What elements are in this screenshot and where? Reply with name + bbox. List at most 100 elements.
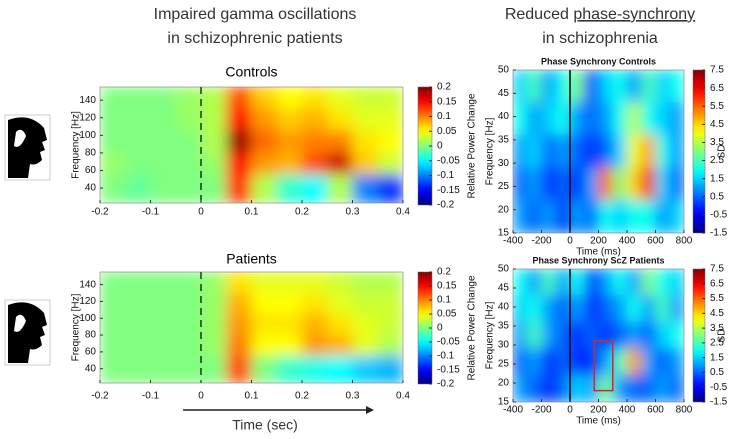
heatmap-cell [100,152,126,176]
heatmap-cell [655,269,671,297]
x-tick-label: 600 [647,236,664,247]
heatmap-cell [541,321,557,350]
heatmap-cell [201,272,227,294]
heatmap-cell [555,70,571,104]
heatmap-cell [641,70,656,104]
heatmap-cell [125,272,151,294]
heatmap-cell [527,199,542,233]
heatmap-cell [541,134,557,169]
colorbar-tick-label: -0.2 [437,379,455,390]
colorbar-tick-label: 0 [437,323,443,334]
heatmap-cell [655,295,671,323]
colorbar-tick-label: 5.5 [710,101,724,112]
heatmap-cell [527,374,542,402]
heatmap-cell [100,130,126,154]
heatmap-cell [612,348,628,376]
x-tick-label: -0.1 [142,207,160,218]
heatmap-cell [100,355,126,383]
colorbar-label: SD [717,329,728,343]
heatmap-cell [555,321,571,350]
heatmap-cell [276,334,303,357]
heatmap-cell [201,108,227,132]
y-tick-label: 50 [498,65,510,76]
heatmap-cell [612,70,628,104]
y-tick-label: 120 [79,112,96,123]
heatmap-cell [669,70,684,104]
colorbar [692,69,706,234]
x-tick-label: 200 [590,405,607,416]
colorbar-tick-label: 7.5 [710,65,724,76]
heatmap-cell [352,152,379,176]
colorbar-label: Relative Power Change [467,275,478,380]
colorbar-tick-label: -0.2 [437,200,455,211]
heatmap-cell [598,321,614,350]
colorbar-tick-label: 5.5 [710,293,724,304]
heatmap-cell [513,102,528,136]
heatmap-cell [100,87,126,110]
heatmap-cell [655,199,671,233]
heatmap-cell [251,87,278,110]
heatmap-cell [669,374,684,402]
heatmap-cell [327,174,353,203]
heatmap-cells [513,70,684,233]
y-tick-label: 40 [85,363,97,374]
colorbar-tick-label: 0.5 [710,191,724,202]
heatmap-cell [175,174,202,203]
heatmap-cell [302,292,328,315]
x-tick-label: 0 [567,405,573,416]
heatmap-cell [598,199,614,233]
heatmap-cell [100,334,126,357]
heatmap-cell [570,134,585,169]
heatmap-cell [276,108,303,132]
heatmap-cell [570,102,585,136]
heatmap-cell [541,102,557,136]
y-tick-label: 25 [498,181,510,192]
colorbar-tick-label: 2.5 [710,338,724,349]
heatmap-cell [377,334,403,357]
heatmap-cell [669,134,684,169]
heatmap-cell [352,334,379,357]
heatmap-cell [570,269,585,297]
heatmap-cell [276,87,303,110]
heatmap-cell [655,348,671,376]
heatmap-cell [570,348,585,376]
heatmap-cell [251,130,278,154]
heatmap-cell [641,321,656,350]
x-tick-label: 800 [676,405,693,416]
y-tick-label: 20 [498,204,510,215]
colorbar [692,268,706,403]
heatmap-cell [302,334,328,357]
heatmap-cell [627,374,642,402]
x-tick-label: -0.2 [91,391,109,402]
heatmap [513,269,684,402]
heatmap-cell [627,70,642,104]
colorbar-tick-label: 1.5 [710,352,724,363]
heatmap-cell [377,152,403,176]
heatmap-cell [513,321,528,350]
heatmap-cell [251,152,278,176]
heatmap [100,272,403,383]
colorbar-tick-label: 0.5 [710,367,724,378]
heatmap-cell [584,134,599,169]
heatmap-cell [251,174,278,203]
heatmap-cell [570,295,585,323]
heatmap-cell [100,108,126,132]
heatmap-cells [513,269,684,402]
heatmap-cell [541,70,557,104]
heatmap-cell [377,130,403,154]
y-tick-label: 80 [85,148,97,159]
head-icon [4,114,51,181]
colorbar-tick-label: -0.5 [710,382,728,393]
left-title: Impaired gamma oscillations [154,6,357,23]
heatmap-cell [150,152,177,176]
heatmap-cell [641,102,656,136]
heatmap-cell [226,272,252,294]
x-axis-label: Time (ms) [576,416,621,427]
heatmap [100,87,403,203]
heatmap-cell [527,348,542,376]
heatmap-cell [201,87,227,110]
heatmap-cell [150,313,177,336]
y-tick-label: 35 [498,321,510,332]
y-tick-label: 30 [498,340,510,351]
